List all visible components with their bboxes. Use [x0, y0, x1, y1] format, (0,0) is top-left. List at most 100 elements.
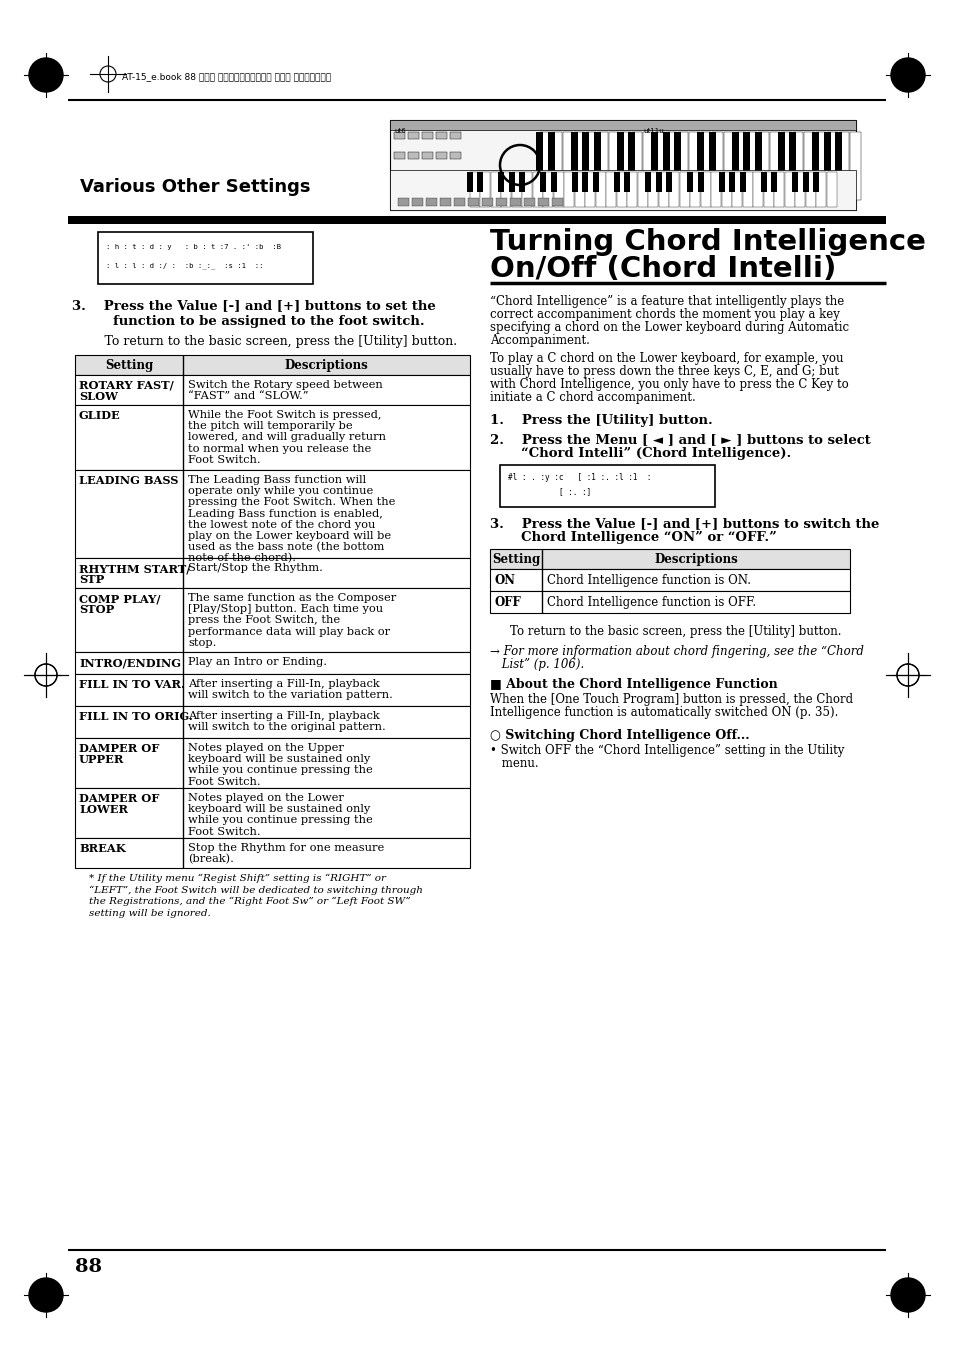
Text: Setting: Setting	[105, 359, 153, 372]
Bar	[742, 132, 750, 173]
Text: → For more information about chord fingering, see the “Chord: → For more information about chord finge…	[490, 644, 863, 658]
Text: will switch to the variation pattern.: will switch to the variation pattern.	[188, 690, 393, 700]
Text: operate only while you continue: operate only while you continue	[188, 486, 373, 496]
Text: SLOW: SLOW	[79, 392, 118, 403]
Bar	[850, 132, 861, 200]
Bar	[742, 172, 752, 207]
Bar	[551, 132, 561, 200]
Bar	[498, 172, 504, 192]
Bar	[678, 132, 688, 200]
Bar	[412, 199, 422, 205]
Text: Leading Bass function is enabled,: Leading Bass function is enabled,	[188, 508, 382, 519]
Bar	[731, 132, 739, 173]
Bar	[597, 132, 607, 200]
Text: Chord Intelligence function is ON.: Chord Intelligence function is ON.	[546, 574, 750, 586]
Bar	[593, 172, 598, 192]
Bar	[421, 172, 433, 178]
Bar	[614, 172, 619, 192]
Text: COMP PLAY/: COMP PLAY/	[79, 593, 160, 604]
Text: note of the chord).: note of the chord).	[188, 554, 295, 563]
Bar	[617, 172, 626, 207]
Text: #l : . :y :c   [ :1 :. :l :1  :: #l : . :y :c [ :1 :. :l :1 :	[507, 473, 651, 482]
Text: used as the bass note (the bottom: used as the bass note (the bottom	[188, 542, 384, 553]
Text: While the Foot Switch is pressed,: While the Foot Switch is pressed,	[188, 409, 381, 420]
Text: ■ About the Chord Intelligence Function: ■ About the Chord Intelligence Function	[490, 678, 777, 690]
Bar	[769, 132, 780, 200]
Text: Start/Stop the Rhythm.: Start/Stop the Rhythm.	[188, 563, 322, 573]
Text: “Chord Intelligence” is a feature that intelligently plays the: “Chord Intelligence” is a feature that i…	[490, 295, 843, 308]
Bar	[792, 172, 798, 192]
Text: Descriptions: Descriptions	[654, 553, 737, 566]
Text: function to be assigned to the foot switch.: function to be assigned to the foot swit…	[82, 315, 424, 328]
Bar	[687, 172, 693, 192]
Bar	[499, 465, 714, 507]
Text: performance data will play back or: performance data will play back or	[188, 627, 390, 636]
Bar	[426, 172, 465, 186]
Text: setting will be ignored.: setting will be ignored.	[89, 908, 211, 917]
Bar	[719, 172, 724, 192]
Text: After inserting a Fill-In, playback: After inserting a Fill-In, playback	[188, 680, 379, 689]
Bar	[585, 132, 596, 200]
Bar	[75, 674, 470, 707]
Bar	[436, 153, 447, 159]
Bar	[523, 199, 535, 205]
Text: * If the Utility menu “Regist Shift” setting is “RIGHT” or: * If the Utility menu “Regist Shift” set…	[89, 874, 386, 884]
Bar	[491, 172, 500, 207]
Bar	[468, 199, 478, 205]
Bar	[439, 199, 451, 205]
Bar	[543, 172, 553, 207]
Bar	[390, 120, 855, 130]
Bar	[75, 707, 470, 738]
Bar	[75, 838, 470, 867]
Bar	[394, 172, 423, 186]
Bar	[805, 172, 815, 207]
Bar	[575, 172, 584, 207]
Bar	[624, 172, 630, 192]
Bar	[470, 172, 479, 207]
Bar	[490, 569, 849, 590]
Text: the Registrations, and the “Right Foot Sw” or “Left Foot SW”: the Registrations, and the “Right Foot S…	[89, 897, 410, 907]
Bar	[816, 172, 825, 207]
Bar	[75, 588, 470, 653]
Text: Intelligence function is automatically switched ON (p. 35).: Intelligence function is automatically s…	[490, 707, 838, 719]
Bar	[723, 132, 734, 200]
Bar	[662, 132, 669, 173]
Bar	[75, 788, 470, 838]
Bar	[721, 172, 731, 207]
Bar	[454, 199, 464, 205]
Text: stop.: stop.	[188, 638, 216, 647]
Bar	[510, 199, 520, 205]
Text: “LEFT”, the Foot Switch will be dedicated to switching through: “LEFT”, the Foot Switch will be dedicate…	[89, 885, 422, 894]
Bar	[638, 172, 647, 207]
Text: Foot Switch.: Foot Switch.	[188, 777, 260, 786]
Text: 3.  Press the Value [-] and [+] buttons to switch the: 3. Press the Value [-] and [+] buttons t…	[490, 517, 879, 530]
Text: Stop the Rhythm for one measure: Stop the Rhythm for one measure	[188, 843, 384, 852]
Bar	[619, 132, 630, 200]
Bar	[758, 132, 768, 200]
Bar	[477, 172, 483, 192]
Bar	[75, 738, 470, 788]
Bar	[631, 132, 641, 200]
Text: initiate a C chord accompaniment.: initiate a C chord accompaniment.	[490, 390, 695, 404]
Bar	[397, 199, 409, 205]
Bar	[512, 172, 521, 207]
Bar	[712, 132, 722, 200]
Text: STP: STP	[79, 574, 104, 585]
Bar	[656, 172, 661, 192]
Text: usually have to press down the three keys C, E, and G; but: usually have to press down the three key…	[490, 365, 838, 378]
Bar	[596, 172, 605, 207]
Text: ut6: ut6	[394, 128, 405, 134]
Bar	[700, 172, 710, 207]
Bar	[795, 172, 804, 207]
Text: GLIDE: GLIDE	[79, 409, 121, 422]
Text: To return to the basic screen, press the [Utility] button.: To return to the basic screen, press the…	[510, 626, 841, 638]
Bar	[408, 153, 418, 159]
Text: : l : l : d :/ :  :b :_:_  :s :1  ::: : l : l : d :/ : :b :_:_ :s :1 ::	[106, 262, 263, 269]
Bar	[627, 172, 637, 207]
Bar	[539, 132, 550, 200]
Text: while you continue pressing the: while you continue pressing the	[188, 816, 373, 825]
Bar	[562, 132, 573, 200]
Bar	[838, 132, 848, 200]
Text: 3.  Press the Value [-] and [+] buttons to set the: 3. Press the Value [-] and [+] buttons t…	[71, 299, 436, 312]
Text: The Leading Bass function will: The Leading Bass function will	[188, 476, 366, 485]
